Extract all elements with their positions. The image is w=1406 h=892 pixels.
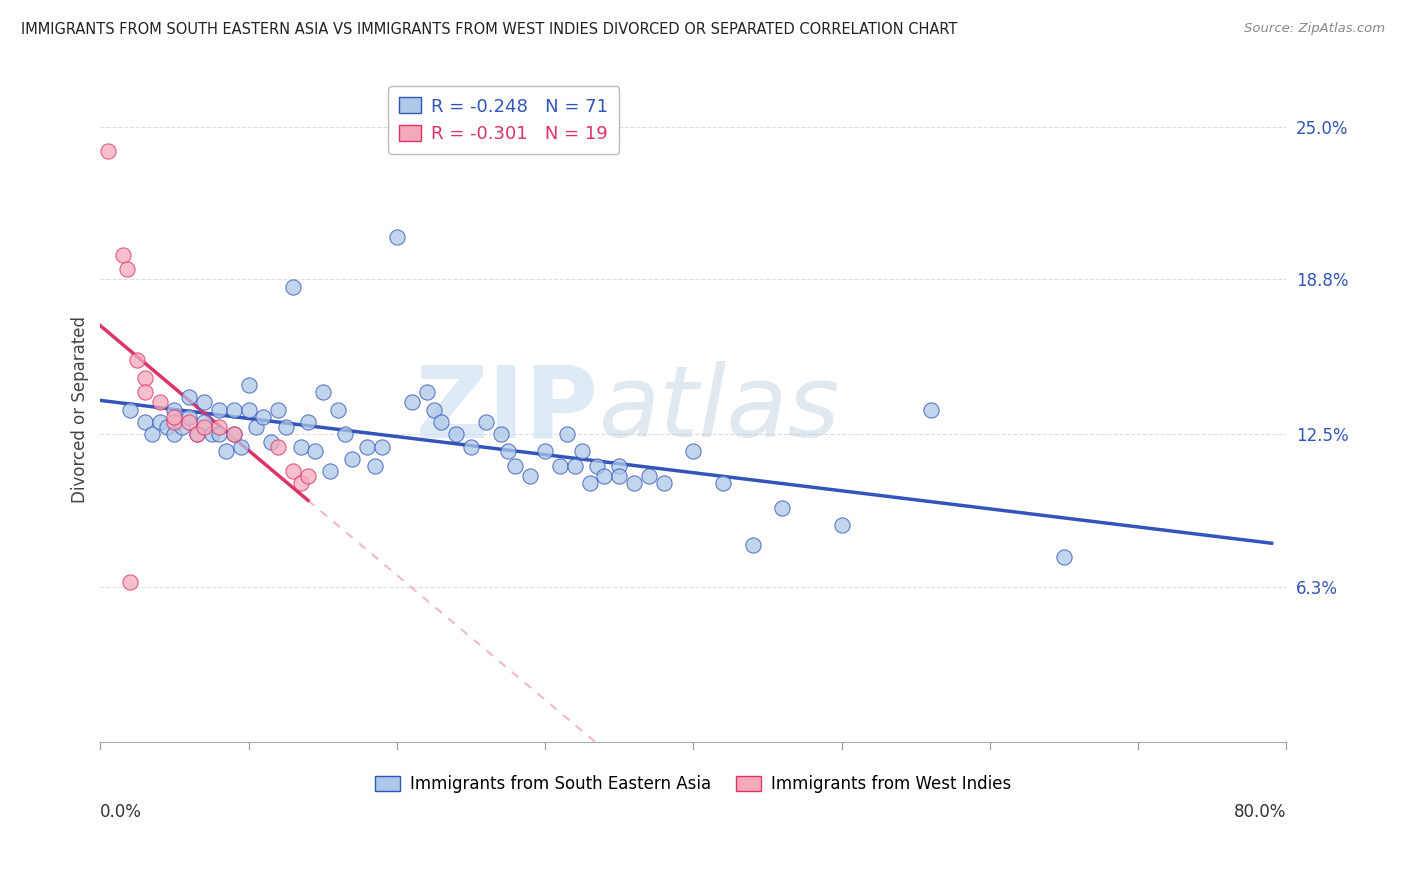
Point	[770, 501, 793, 516]
Point	[149, 415, 172, 429]
Point	[401, 395, 423, 409]
Point	[319, 464, 342, 478]
Text: 80.0%: 80.0%	[1234, 804, 1286, 822]
Point	[274, 420, 297, 434]
Point	[385, 230, 408, 244]
Point	[163, 427, 186, 442]
Point	[297, 415, 319, 429]
Point	[831, 518, 853, 533]
Point	[163, 415, 186, 429]
Point	[260, 434, 283, 449]
Point	[312, 385, 335, 400]
Point	[156, 420, 179, 434]
Point	[593, 469, 616, 483]
Point	[193, 415, 215, 429]
Point	[557, 427, 579, 442]
Point	[444, 427, 467, 442]
Point	[208, 402, 231, 417]
Point	[163, 410, 186, 425]
Point	[534, 444, 557, 458]
Text: IMMIGRANTS FROM SOUTH EASTERN ASIA VS IMMIGRANTS FROM WEST INDIES DIVORCED OR SE: IMMIGRANTS FROM SOUTH EASTERN ASIA VS IM…	[21, 22, 957, 37]
Point	[186, 427, 208, 442]
Point	[326, 402, 349, 417]
Point	[415, 385, 437, 400]
Point	[267, 440, 290, 454]
Y-axis label: Divorced or Separated: Divorced or Separated	[72, 316, 89, 503]
Point	[475, 415, 498, 429]
Point	[134, 415, 156, 429]
Point	[363, 459, 385, 474]
Point	[238, 378, 260, 392]
Point	[141, 427, 163, 442]
Point	[496, 444, 519, 458]
Point	[290, 476, 312, 491]
Point	[333, 427, 356, 442]
Point	[267, 402, 290, 417]
Point	[115, 262, 138, 277]
Point	[186, 427, 208, 442]
Point	[638, 469, 661, 483]
Point	[215, 444, 238, 458]
Point	[489, 427, 512, 442]
Point	[342, 451, 364, 466]
Point	[231, 440, 253, 454]
Point	[163, 402, 186, 417]
Point	[179, 390, 201, 404]
Point	[118, 402, 141, 417]
Point	[607, 469, 630, 483]
Point	[222, 402, 245, 417]
Point	[564, 459, 586, 474]
Point	[652, 476, 675, 491]
Point	[460, 440, 482, 454]
Point	[623, 476, 645, 491]
Point	[200, 427, 222, 442]
Point	[548, 459, 571, 474]
Point	[578, 476, 600, 491]
Point	[179, 410, 201, 425]
Point	[149, 395, 172, 409]
Point	[238, 402, 260, 417]
Point	[586, 459, 609, 474]
Point	[356, 440, 378, 454]
Point	[1053, 550, 1076, 565]
Point	[208, 427, 231, 442]
Point	[423, 402, 446, 417]
Text: Source: ZipAtlas.com: Source: ZipAtlas.com	[1244, 22, 1385, 36]
Point	[245, 420, 267, 434]
Point	[290, 440, 312, 454]
Point	[281, 279, 304, 293]
Text: 0.0%: 0.0%	[100, 804, 142, 822]
Point	[430, 415, 453, 429]
Point	[371, 440, 394, 454]
Point	[741, 538, 763, 552]
Point	[505, 459, 527, 474]
Point	[222, 427, 245, 442]
Point	[111, 247, 134, 261]
Point	[519, 469, 541, 483]
Point	[179, 415, 201, 429]
Point	[127, 353, 149, 368]
Point	[222, 427, 245, 442]
Point	[193, 395, 215, 409]
Point	[281, 464, 304, 478]
Point	[711, 476, 734, 491]
Text: atlas: atlas	[599, 361, 841, 458]
Point	[97, 145, 120, 159]
Point	[607, 459, 630, 474]
Point	[193, 420, 215, 434]
Text: ZIP: ZIP	[416, 361, 599, 458]
Point	[118, 574, 141, 589]
Point	[304, 444, 326, 458]
Point	[134, 370, 156, 384]
Point	[208, 420, 231, 434]
Point	[682, 444, 704, 458]
Point	[134, 385, 156, 400]
Point	[170, 420, 193, 434]
Legend: Immigrants from South Eastern Asia, Immigrants from West Indies: Immigrants from South Eastern Asia, Immi…	[368, 769, 1018, 800]
Point	[571, 444, 593, 458]
Point	[297, 469, 319, 483]
Point	[920, 402, 942, 417]
Point	[252, 410, 274, 425]
